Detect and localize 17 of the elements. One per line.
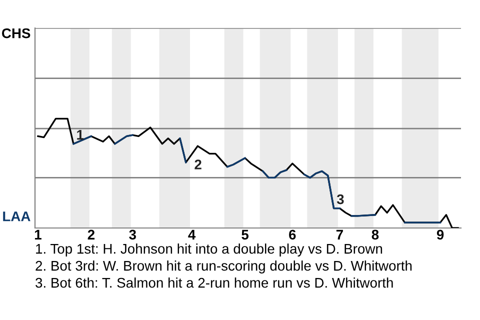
x-tick-label: 1 bbox=[34, 230, 42, 240]
x-tick-label: 7 bbox=[336, 230, 343, 240]
text: 3. Bot 6th: T. Salmon hit a 2-run home run vs D. Whitworth bbox=[36, 278, 393, 288]
text: LAA bbox=[3, 212, 30, 222]
text: CHS bbox=[2, 28, 30, 38]
x-tick-label: 5 bbox=[242, 230, 249, 240]
annotation: 3 bbox=[336, 194, 344, 204]
x-tick-label: 8 bbox=[372, 230, 379, 240]
annotation: 2 bbox=[194, 160, 202, 170]
x-tick-label: 6 bbox=[289, 230, 296, 240]
x-tick-label: 2 bbox=[88, 230, 95, 240]
annotation: 1 bbox=[77, 130, 84, 140]
x-tick-label: 9 bbox=[436, 230, 444, 240]
text: 1. Top 1st: H. Johnson hit into a double play vs D. Brown bbox=[36, 244, 382, 256]
text: 2. Bot 3rd: W. Brown hit a run-scoring double vs D. Whitworth bbox=[36, 260, 412, 274]
x-tick-label: 4 bbox=[188, 230, 196, 240]
x-tick-label: 3 bbox=[129, 230, 136, 240]
